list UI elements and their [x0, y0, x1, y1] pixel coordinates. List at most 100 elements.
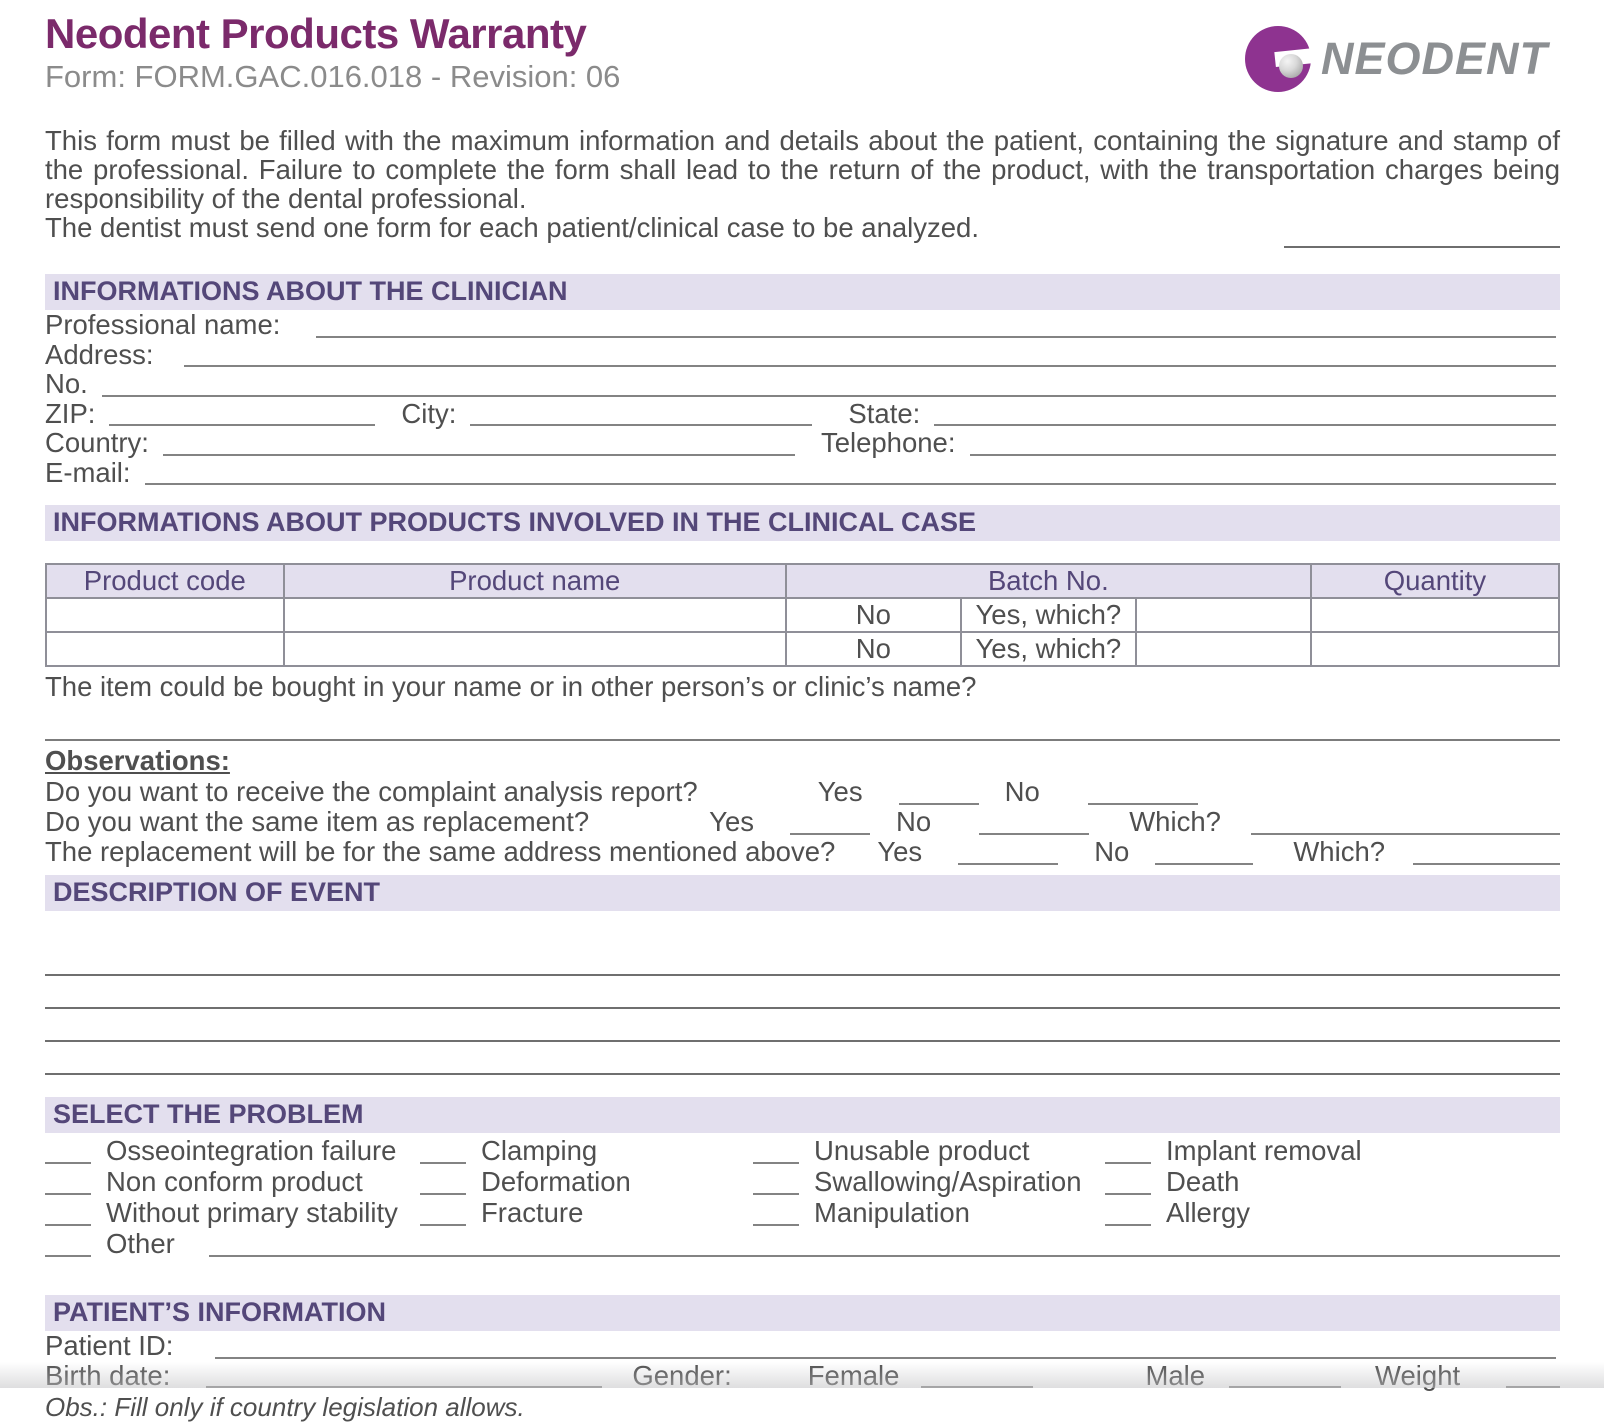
osseointegration-failure-checkbox[interactable]	[45, 1142, 91, 1164]
option-implant-removal: Implant removal	[1105, 1136, 1560, 1166]
q2-yes-line[interactable]	[790, 813, 871, 835]
country-line[interactable]	[162, 434, 795, 456]
option-other: Other	[45, 1229, 1560, 1259]
batch-no-option-2[interactable]: No	[784, 631, 962, 667]
section-description-header: DESCRIPTION OF EVENT	[45, 875, 1560, 911]
option-death: Death	[1105, 1167, 1560, 1197]
section-clinician-header: INFORMATIONS ABOUT THE CLINICIAN	[45, 274, 1560, 310]
batch-no-option-1[interactable]: No	[784, 597, 962, 633]
page-title: Neodent Products Warranty	[45, 10, 587, 57]
product-row-2: No Yes, which?	[45, 631, 1561, 667]
email-line[interactable]	[144, 463, 1556, 485]
field-country-telephone: Country: Telephone:	[45, 428, 1560, 458]
q3-which-line[interactable]	[1413, 843, 1560, 865]
logo-wordmark: NEODENT	[1320, 33, 1548, 84]
option-label: Death	[1166, 1166, 1240, 1197]
col-quantity: Quantity	[1309, 563, 1561, 599]
batch-value-cell-2[interactable]	[1134, 631, 1312, 667]
q1-yes-label: Yes	[817, 776, 863, 807]
allergy-checkbox[interactable]	[1105, 1204, 1151, 1226]
q3-label: The replacement will be for the same add…	[45, 836, 836, 867]
option-label: Osseointegration failure	[106, 1135, 397, 1166]
death-checkbox[interactable]	[1105, 1173, 1151, 1195]
swallowing-aspiration-checkbox[interactable]	[753, 1173, 799, 1195]
form-reference: Form: FORM.GAC.016.018 - Revision: 06	[45, 59, 621, 94]
option-swallowing-aspiration: Swallowing/Aspiration	[753, 1167, 1105, 1197]
form-titles: Neodent Products Warranty Form: FORM.GAC…	[45, 8, 620, 96]
option-label: Swallowing/Aspiration	[814, 1166, 1082, 1197]
product-name-cell-2[interactable]	[282, 631, 787, 667]
purchase-name-note: The item could be bought in your name or…	[45, 671, 977, 702]
batch-yes-option-1[interactable]: Yes, which?	[959, 597, 1137, 633]
telephone-label: Telephone:	[820, 427, 956, 458]
option-without-primary-stability: Without primary stability	[45, 1198, 420, 1228]
blank-signature-line[interactable]	[1284, 226, 1560, 248]
q1-yes-line[interactable]	[898, 783, 979, 805]
implant-removal-checkbox[interactable]	[1105, 1142, 1151, 1164]
page-bottom-edge	[0, 1362, 1604, 1388]
q2-label: Do you want the same item as replacement…	[45, 806, 590, 837]
batch-yes-option-2[interactable]: Yes, which?	[959, 631, 1137, 667]
fracture-checkbox[interactable]	[420, 1204, 466, 1226]
description-line-2[interactable]	[45, 976, 1560, 1009]
clamping-checkbox[interactable]	[420, 1142, 466, 1164]
product-code-cell-1[interactable]	[45, 597, 285, 633]
section-problem-header: SELECT THE PROBLEM	[45, 1097, 1560, 1133]
description-line-4[interactable]	[45, 1042, 1560, 1075]
col-product-name: Product name	[282, 563, 787, 599]
q2-which-line[interactable]	[1250, 813, 1560, 835]
q3-no-line[interactable]	[1155, 843, 1254, 865]
patient-id-label: Patient ID:	[45, 1330, 174, 1361]
city-line[interactable]	[470, 404, 813, 426]
without-primary-stability-checkbox[interactable]	[45, 1204, 91, 1226]
product-row-1: No Yes, which?	[45, 597, 1561, 633]
col-product-code: Product code	[45, 563, 285, 599]
other-line[interactable]	[208, 1235, 1560, 1257]
neodent-logo-icon	[1244, 26, 1316, 92]
other-checkbox[interactable]	[45, 1235, 91, 1257]
product-name-cell-1[interactable]	[282, 597, 787, 633]
address-label: Address:	[45, 338, 154, 370]
field-address: Address:	[45, 338, 1560, 370]
option-unusable-product: Unusable product	[753, 1136, 1105, 1166]
option-non-conform-product: Non conform product	[45, 1167, 420, 1197]
option-label: Fracture	[481, 1197, 584, 1228]
option-osseointegration-failure: Osseointegration failure	[45, 1136, 420, 1166]
zip-line[interactable]	[109, 404, 376, 426]
description-line-1[interactable]	[45, 943, 1560, 976]
email-label: E-mail:	[45, 456, 131, 488]
q1-no-line[interactable]	[1087, 783, 1198, 805]
quantity-cell-1[interactable]	[1309, 597, 1561, 633]
q3-yes-line[interactable]	[958, 843, 1059, 865]
products-table: Product code Product name Batch No. Quan…	[45, 563, 1561, 667]
form-header: Neodent Products Warranty Form: FORM.GAC…	[45, 8, 1560, 96]
products-table-header-row: Product code Product name Batch No. Quan…	[45, 563, 1561, 599]
state-line[interactable]	[934, 404, 1556, 426]
no-line[interactable]	[101, 375, 1556, 397]
non-conform-product-checkbox[interactable]	[45, 1173, 91, 1195]
option-label: Deformation	[481, 1166, 631, 1197]
quantity-cell-2[interactable]	[1309, 631, 1561, 667]
patient-id-line[interactable]	[215, 1337, 1556, 1359]
field-no: No.	[45, 369, 1560, 399]
manipulation-checkbox[interactable]	[753, 1204, 799, 1226]
professional-name-line[interactable]	[316, 316, 1556, 338]
address-line[interactable]	[183, 345, 1556, 367]
option-clamping: Clamping	[420, 1136, 753, 1166]
deformation-checkbox[interactable]	[420, 1173, 466, 1195]
option-allergy: Allergy	[1105, 1198, 1560, 1228]
q2-no-line[interactable]	[979, 813, 1090, 835]
description-line-3[interactable]	[45, 1009, 1560, 1042]
option-label: Clamping	[481, 1135, 598, 1166]
telephone-line[interactable]	[969, 434, 1556, 456]
separator-line	[45, 739, 1560, 741]
product-code-cell-2[interactable]	[45, 631, 285, 667]
country-label: Country:	[45, 427, 149, 458]
q1-no-label: No	[1004, 776, 1040, 807]
observation-question-3: The replacement will be for the same add…	[45, 837, 1560, 867]
other-label: Other	[106, 1228, 175, 1259]
option-label: Manipulation	[814, 1197, 970, 1228]
batch-value-cell-1[interactable]	[1134, 597, 1312, 633]
unusable-product-checkbox[interactable]	[753, 1142, 799, 1164]
q2-yes-label: Yes	[709, 806, 755, 837]
